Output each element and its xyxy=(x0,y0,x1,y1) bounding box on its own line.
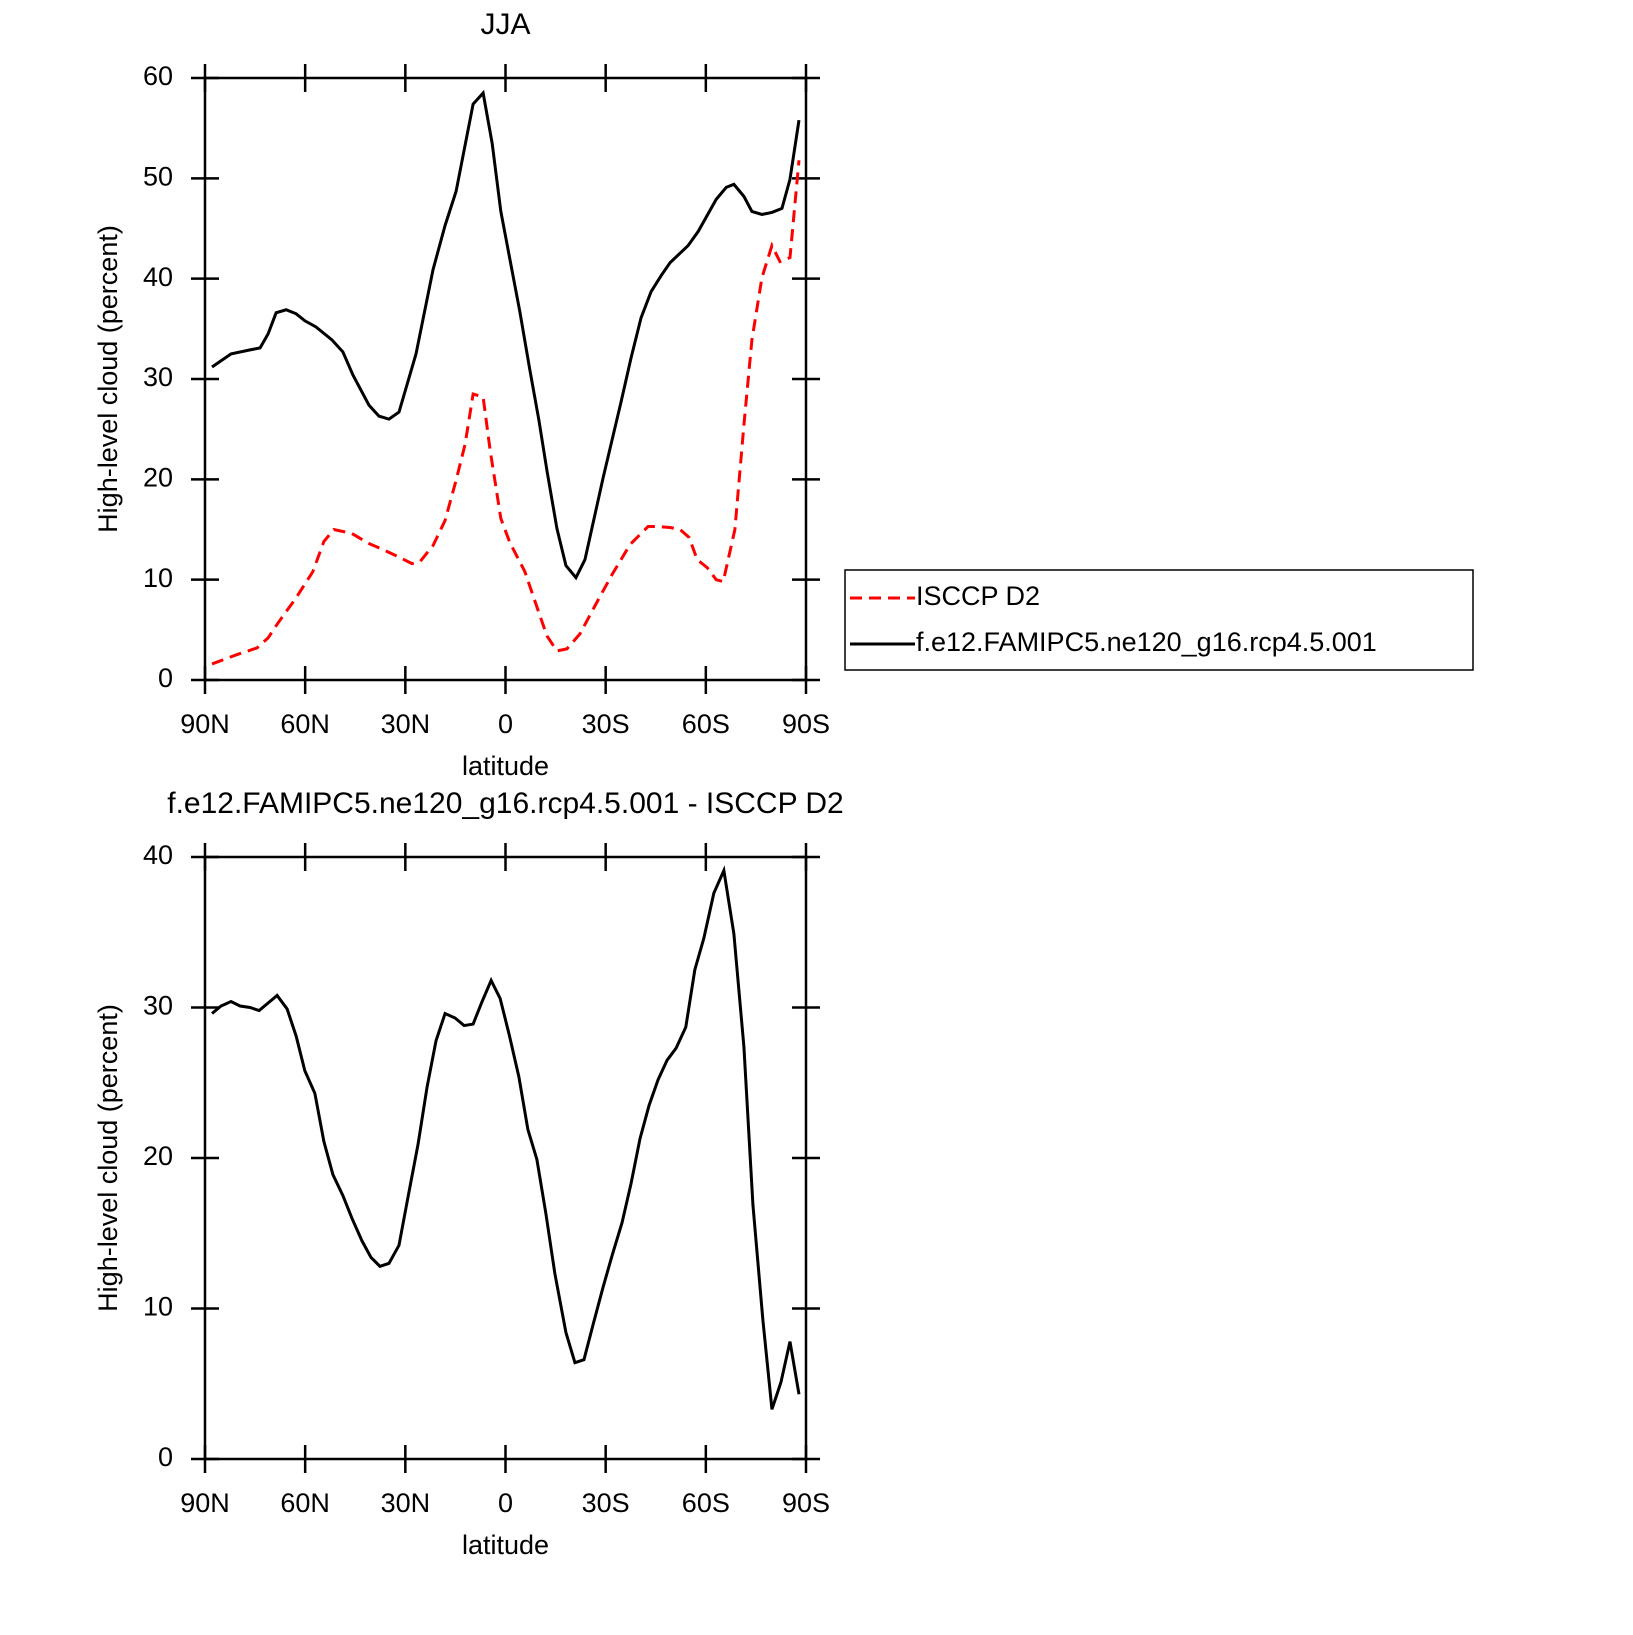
y-tick-label: 10 xyxy=(143,563,173,593)
x-tick-label: 0 xyxy=(498,1488,513,1518)
data-line xyxy=(211,865,801,1410)
y-tick-label: 10 xyxy=(143,1292,173,1322)
data-line xyxy=(211,160,801,666)
y-tick-label: 50 xyxy=(143,161,173,191)
y-tick-label: 30 xyxy=(143,362,173,392)
x-tick-label: 0 xyxy=(498,709,513,739)
x-tick-label: 60N xyxy=(280,1488,330,1518)
y-tick-label: 60 xyxy=(143,61,173,91)
x-tick-label: 30N xyxy=(381,1488,431,1518)
y-axis-label: High-level cloud (percent) xyxy=(93,225,123,533)
legend-label: ISCCP D2 xyxy=(916,581,1040,611)
x-tick-label: 60S xyxy=(682,1488,730,1518)
x-tick-label: 90S xyxy=(782,709,830,739)
y-tick-label: 0 xyxy=(158,1442,173,1472)
x-tick-label: 90S xyxy=(782,1488,830,1518)
x-tick-label: 60S xyxy=(682,709,730,739)
x-tick-label: 30N xyxy=(381,709,431,739)
chart-title: JJA xyxy=(480,8,530,41)
y-tick-label: 0 xyxy=(158,663,173,693)
x-tick-label: 90N xyxy=(180,709,230,739)
x-tick-label: 90N xyxy=(180,1488,230,1518)
chart-title: f.e12.FAMIPC5.ne120_g16.rcp4.5.001 - ISC… xyxy=(167,787,844,820)
plot-frame xyxy=(203,76,808,682)
y-axis-label: High-level cloud (percent) xyxy=(93,1004,123,1312)
x-axis-label: latitude xyxy=(462,751,549,781)
y-tick-label: 30 xyxy=(143,991,173,1021)
x-axis-label: latitude xyxy=(462,1530,549,1560)
x-tick-label: 60N xyxy=(280,709,330,739)
plot-frame xyxy=(203,855,808,1461)
y-tick-label: 40 xyxy=(143,262,173,292)
y-tick-label: 20 xyxy=(143,462,173,492)
data-line xyxy=(211,89,801,581)
legend-label: f.e12.FAMIPC5.ne120_g16.rcp4.5.001 xyxy=(916,627,1377,657)
y-tick-label: 20 xyxy=(143,1141,173,1171)
y-tick-label: 40 xyxy=(143,840,173,870)
x-tick-label: 30S xyxy=(582,1488,630,1518)
x-tick-label: 30S xyxy=(582,709,630,739)
legend-box xyxy=(844,569,1474,671)
